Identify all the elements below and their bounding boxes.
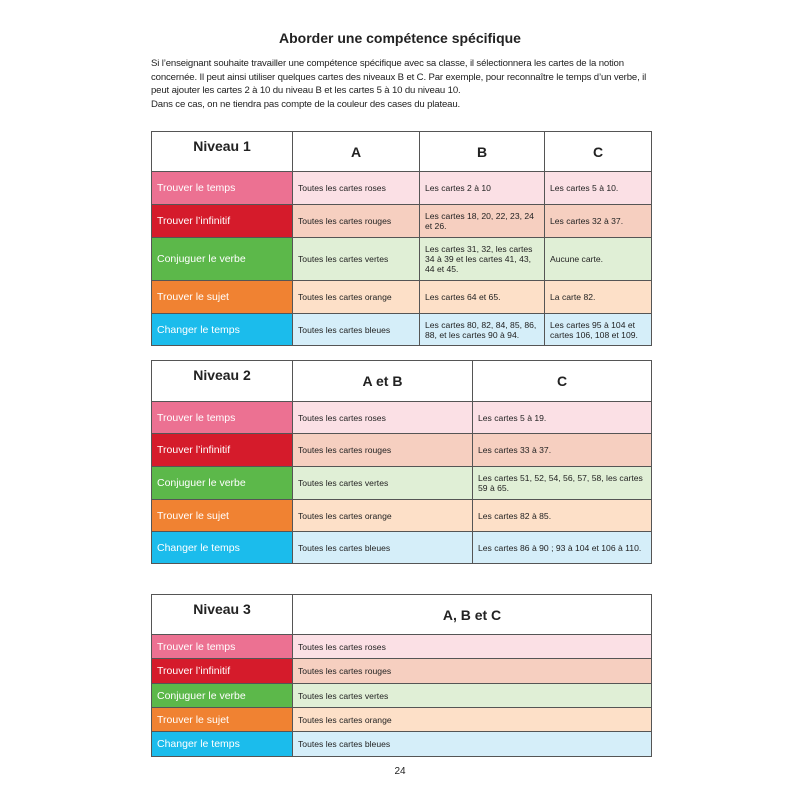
card-cell: Aucune carte.: [544, 237, 652, 281]
card-cell: Les cartes 33 à 37.: [472, 433, 652, 467]
card-cell: Toutes les cartes orange: [292, 707, 652, 732]
skill-label: Conjuguer le verbe: [151, 237, 293, 281]
column-header: A et B: [292, 360, 473, 402]
card-cell: Toutes les cartes roses: [292, 401, 473, 434]
intro-paragraph: Si l’enseignant souhaite travailler une …: [151, 58, 647, 97]
table-row: Trouver le sujet Toutes les cartes orange…: [151, 499, 652, 532]
card-cell: Les cartes 5 à 19.: [472, 401, 652, 434]
card-cell: Les cartes 95 à 104 et cartes 106, 108 e…: [544, 313, 652, 346]
card-cell: Toutes les cartes rouges: [292, 204, 420, 238]
table-row: Trouver l’infinitif Toutes les cartes rou…: [151, 204, 652, 238]
skill-label: Trouver l’infinitif: [151, 204, 293, 238]
intro-text: Si l’enseignant souhaite travailler une …: [151, 57, 661, 111]
table-row: Trouver l’infinitif Toutes les cartes rou…: [151, 433, 652, 467]
skill-label: Trouver le temps: [151, 634, 293, 659]
skill-label: Changer le temps: [151, 731, 293, 757]
card-cell: Toutes les cartes roses: [292, 171, 420, 205]
card-cell: Toutes les cartes orange: [292, 280, 420, 314]
card-cell: Les cartes 82 à 85.: [472, 499, 652, 532]
card-cell: Toutes les cartes vertes: [292, 466, 473, 500]
table-row: Changer le temps Toutes les cartes bleues: [151, 731, 652, 757]
skill-label: Trouver le sujet: [151, 280, 293, 314]
card-cell: Toutes les cartes vertes: [292, 683, 652, 708]
table-row: Trouver le sujet Toutes les cartes orange…: [151, 280, 652, 314]
card-cell: La carte 82.: [544, 280, 652, 314]
column-header: A: [292, 131, 420, 172]
skill-label: Changer le temps: [151, 313, 293, 346]
card-cell: Toutes les cartes bleues: [292, 313, 420, 346]
card-cell: Toutes les cartes bleues: [292, 531, 473, 564]
level-heading: Niveau 1: [151, 131, 293, 172]
table-row: Conjuguer le verbe Toutes les cartes vert…: [151, 683, 652, 708]
skill-label: Conjuguer le verbe: [151, 466, 293, 500]
card-cell: Toutes les cartes rouges: [292, 433, 473, 467]
card-cell: Les cartes 80, 82, 84, 85, 86, 88, et le…: [419, 313, 545, 346]
skill-label: Changer le temps: [151, 531, 293, 564]
column-header: B: [419, 131, 545, 172]
level-table: Niveau 3 A, B et C Trouver le temps Toutes …: [151, 594, 652, 757]
card-cell: Toutes les cartes bleues: [292, 731, 652, 757]
card-cell: Les cartes 51, 52, 54, 56, 57, 58, les c…: [472, 466, 652, 500]
table-row: Changer le temps Toutes les cartes bleues…: [151, 531, 652, 564]
skill-label: Trouver le sujet: [151, 707, 293, 732]
page-title: Aborder une compétence spécifique: [279, 30, 521, 46]
page-number: 24: [394, 766, 406, 777]
card-cell: Toutes les cartes roses: [292, 634, 652, 659]
skill-label: Trouver l’infinitif: [151, 433, 293, 467]
table-row: Conjuguer le verbe Toutes les cartes vert…: [151, 237, 652, 281]
skill-label: Trouver le temps: [151, 401, 293, 434]
card-cell: Les cartes 64 et 65.: [419, 280, 545, 314]
card-cell: Toutes les cartes rouges: [292, 658, 652, 684]
column-header: C: [544, 131, 652, 172]
skill-label: Trouver le temps: [151, 171, 293, 205]
card-cell: Les cartes 86 à 90 ; 93 à 104 et 106 à 1…: [472, 531, 652, 564]
table-row: Trouver le temps Toutes les cartes roses L…: [151, 401, 652, 434]
table-row: Trouver le sujet Toutes les cartes orange: [151, 707, 652, 732]
skill-label: Trouver le sujet: [151, 499, 293, 532]
level-table: Niveau 1 A B C Trouver le temps Toutes les ca…: [151, 131, 652, 346]
card-cell: Les cartes 18, 20, 22, 23, 24 et 26.: [419, 204, 545, 238]
table-row: Conjuguer le verbe Toutes les cartes vert…: [151, 466, 652, 500]
intro-paragraph: Dans ce cas, on ne tiendra pas compte de…: [151, 98, 461, 110]
level-heading: Niveau 2: [151, 360, 293, 402]
skill-label: Trouver l’infinitif: [151, 658, 293, 684]
card-cell: Les cartes 32 à 37.: [544, 204, 652, 238]
card-cell: Les cartes 2 à 10: [419, 171, 545, 205]
column-header: C: [472, 360, 652, 402]
skill-label: Conjuguer le verbe: [151, 683, 293, 708]
table-row: Trouver l’infinitif Toutes les cartes rou…: [151, 658, 652, 684]
column-header: A, B et C: [292, 594, 652, 635]
card-cell: Toutes les cartes vertes: [292, 237, 420, 281]
card-cell: Les cartes 31, 32, les cartes 34 à 39 et…: [419, 237, 545, 281]
level-heading: Niveau 3: [151, 594, 293, 635]
card-cell: Les cartes 5 à 10.: [544, 171, 652, 205]
table-row: Trouver le temps Toutes les cartes roses L…: [151, 171, 652, 205]
table-row: Trouver le temps Toutes les cartes roses: [151, 634, 652, 659]
table-row: Changer le temps Toutes les cartes bleues…: [151, 313, 652, 346]
card-cell: Toutes les cartes orange: [292, 499, 473, 532]
